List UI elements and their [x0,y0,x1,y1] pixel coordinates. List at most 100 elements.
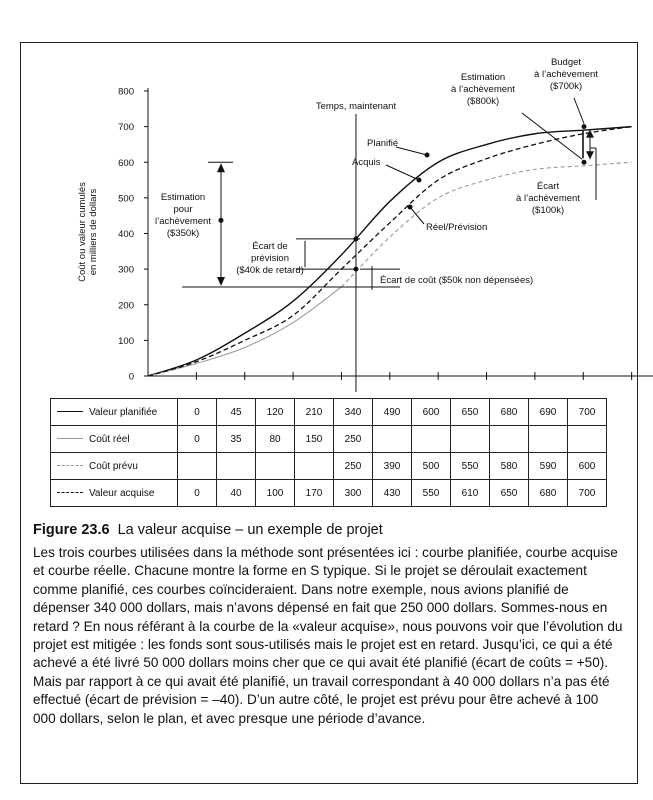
caption-body: Les trois courbes utilisées dans la méth… [33,545,623,726]
data-value-cell: 700 [567,479,607,507]
legend-row: Valeur planifiée 0 45 120 210 340 490 600 650 680… [50,398,607,426]
data-value-cell: 45 [216,398,256,426]
estimation-achevement-label: Estimation à l’achèvement ($800k) [451,72,515,107]
data-value-cell: 80 [255,425,295,453]
legend-swatch [57,492,83,494]
data-value-cell [450,425,490,453]
y-tick-label: 800 [118,87,134,98]
caption-title: Figure 23.6 La valeur acquise – un exempl… [33,522,623,538]
data-value-cell: 0 [177,479,217,507]
data-value-cell: 600 [567,452,607,480]
data-value-cell: 100 [255,479,295,507]
y-tick-label: 200 [118,300,134,311]
data-value-cell [489,425,529,453]
data-value-cell: 490 [372,398,412,426]
data-value-cell: 430 [372,479,412,507]
data-value-cell [294,452,334,480]
ecart-cout-label: Écart de coût ($50k non dépensées) [380,275,533,286]
budget-leader [573,97,585,124]
data-value-cell: 650 [489,479,529,507]
legend-series-name: Coût prévu [89,460,138,472]
data-value-cell: 170 [294,479,334,507]
reel-point [407,204,413,210]
legend-series-name: Valeur planifiée [89,406,158,418]
now-label: Temps, maintenant [316,101,397,112]
earned-value-chart: 0 100 200 300 400 500 600 700 800 Coût ou valeur … [77,57,653,392]
data-value-cell: 210 [294,398,334,426]
data-value-cell [372,425,412,453]
estimate-point [581,159,587,165]
series-valeur-acquise-line [147,125,632,377]
data-value-cell [411,425,451,453]
data-value-cell: 580 [489,452,529,480]
series-cout-reel-line [147,286,342,377]
data-value-cell: 600 [411,398,451,426]
acquis-point [416,177,422,183]
data-value-cell: 250 [333,425,373,453]
data-value-cell: 390 [372,452,412,480]
y-tick-label: 100 [118,336,134,347]
y-axis-label: Coût ou valeur cumulésen milliers de dol… [77,182,99,282]
acquis-leader [385,164,420,181]
legend-series-cell: Valeur acquise [50,479,178,507]
data-value-cell [216,452,256,480]
etc-arrow-head-up [217,163,225,173]
data-value-cell: 340 [333,398,373,426]
planifie-point [424,152,430,158]
data-value-cell: 35 [216,425,256,453]
data-value-cell: 590 [528,452,568,480]
data-value-cell: 610 [450,479,490,507]
budget-point [581,124,587,130]
reel-leader [409,206,425,225]
y-tick-label: 300 [118,265,134,276]
legend-row: Coût réel 0 35 80 150 250 [50,425,607,453]
y-tick-label: 600 [118,158,134,169]
legend-swatch [57,411,83,413]
data-value-cell: 500 [411,452,451,480]
y-tick-label: 0 [129,372,134,383]
data-value-cell: 690 [528,398,568,426]
reel-prevision-label: Réel/Prévision [426,222,487,233]
etc-arrow-head-down [217,276,225,286]
y-tick-label: 700 [118,122,134,133]
y-tick-label: 500 [118,193,134,204]
planifie-label: Planifié [367,138,398,149]
data-value-cell: 0 [177,398,217,426]
figure-number: Figure 23.6 [33,522,110,538]
data-value-cell [567,425,607,453]
data-value-cell: 250 [333,452,373,480]
estimation-left-label: Estimation pour l’achèvement ($350k) [155,192,211,239]
etc-point [218,217,224,223]
data-value-cell: 150 [294,425,334,453]
legend-row: Coût prévu 250 390 500 550 580 590 600 [50,452,607,480]
data-value-cell: 300 [333,479,373,507]
data-value-cell: 40 [216,479,256,507]
estimation-achevement-leader [521,112,583,160]
legend-data-table: Valeur planifiée 0 45 120 210 340 490 600 650 680… [50,398,607,507]
legend-swatch [57,438,83,440]
legend-series-name: Coût réel [89,433,130,445]
acquis-label: Acquis [352,157,381,168]
eac-arrow-head-up [586,129,594,138]
eac-arrow-head-down [586,151,594,160]
budget-label: Budget à l’achèvement ($700k) [534,57,598,92]
series-cout-prevu-line [341,161,632,288]
data-value-cell: 650 [450,398,490,426]
data-value-cell: 680 [528,479,568,507]
data-value-cell [177,452,217,480]
data-value-cell: 680 [489,398,529,426]
legend-series-cell: Coût prévu [50,452,178,480]
legend-series-cell: Valeur planifiée [50,398,178,426]
y-tick-label: 400 [118,229,134,240]
figure-frame [20,42,638,784]
data-value-cell: 550 [450,452,490,480]
legend-series-name: Valeur acquise [89,487,155,499]
ecart-prevision-label: Écart de prévision ($40k de retard) [236,241,304,276]
figure-title: La valeur acquise – un exemple de projet [117,522,383,538]
data-value-cell: 120 [255,398,295,426]
data-value-cell [528,425,568,453]
ecart-achevement-label: Écart à l’achèvement ($100k) [516,181,580,216]
legend-row: Valeur acquise 0 40 100 170 300 430 550 610 650 68… [50,479,607,507]
legend-series-cell: Coût réel [50,425,178,453]
data-value-cell [255,452,295,480]
